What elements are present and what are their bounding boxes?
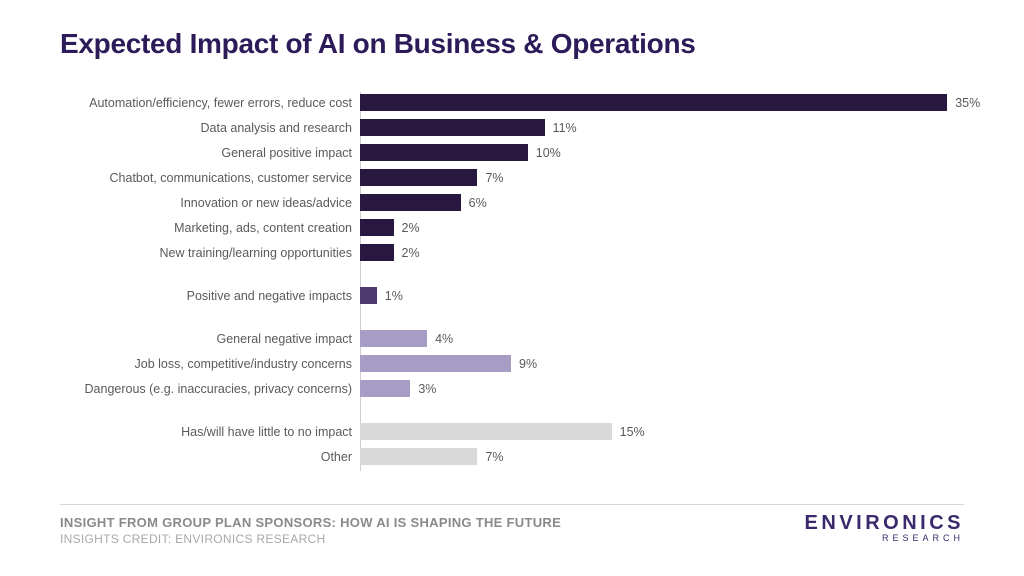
- bar: [360, 330, 427, 347]
- bar: [360, 448, 477, 465]
- bar: [360, 423, 612, 440]
- bar-group: General negative impact 4% Job loss, compe…: [60, 328, 964, 403]
- bar-row: Chatbot, communications, customer servic…: [60, 167, 964, 188]
- bar-label: Marketing, ads, content creation: [174, 221, 352, 235]
- bar-row: General positive impact 10%: [60, 142, 964, 163]
- bar: [360, 169, 477, 186]
- bar-value: 4%: [435, 332, 453, 346]
- bar: [360, 144, 528, 161]
- bar-group: Positive and negative impacts 1%: [60, 285, 964, 310]
- bar-label: Data analysis and research: [201, 121, 352, 135]
- bar-row: Data analysis and research 11%: [60, 117, 964, 138]
- bar-value: 1%: [385, 289, 403, 303]
- bar-label: Job loss, competitive/industry concerns: [135, 357, 352, 371]
- bar: [360, 119, 545, 136]
- bar-value: 3%: [418, 382, 436, 396]
- bar-row: Marketing, ads, content creation 2%: [60, 217, 964, 238]
- bar-chart: Automation/efficiency, fewer errors, red…: [60, 92, 964, 471]
- bar: [360, 355, 511, 372]
- logo-main-text: ENVIRONICS: [805, 512, 964, 535]
- bar-value: 2%: [402, 246, 420, 260]
- bar-label: Dangerous (e.g. inaccuracies, privacy co…: [85, 382, 352, 396]
- bar-label: Has/will have little to no impact: [181, 425, 352, 439]
- bar-row: Innovation or new ideas/advice 6%: [60, 192, 964, 213]
- bar-label: General negative impact: [217, 332, 353, 346]
- bar-row: Job loss, competitive/industry concerns 9…: [60, 353, 964, 374]
- bar-row: Dangerous (e.g. inaccuracies, privacy co…: [60, 378, 964, 399]
- bar-value: 10%: [536, 146, 561, 160]
- bar-label: Chatbot, communications, customer servic…: [110, 171, 352, 185]
- bar-row: Other 7%: [60, 446, 964, 467]
- bar-group: Automation/efficiency, fewer errors, red…: [60, 92, 964, 267]
- bar: [360, 94, 947, 111]
- bar-row: New training/learning opportunities 2%: [60, 242, 964, 263]
- bar: [360, 380, 410, 397]
- bar-label: Innovation or new ideas/advice: [180, 196, 352, 210]
- bar: [360, 287, 377, 304]
- bar-value: 11%: [553, 121, 577, 135]
- bar-label: Positive and negative impacts: [187, 289, 352, 303]
- bar-value: 6%: [469, 196, 487, 210]
- bar-group: Has/will have little to no impact 15% Othe…: [60, 421, 964, 471]
- bar-label: Other: [321, 450, 352, 464]
- bar-label: Automation/efficiency, fewer errors, red…: [89, 96, 352, 110]
- bar-value: 7%: [485, 450, 503, 464]
- bar-value: 15%: [620, 425, 645, 439]
- bar-row: General negative impact 4%: [60, 328, 964, 349]
- bar-label: New training/learning opportunities: [160, 246, 352, 260]
- brand-logo: ENVIRONICS RESEARCH: [805, 512, 964, 543]
- bar-value: 35%: [955, 96, 980, 110]
- footer: INSIGHT FROM GROUP PLAN SPONSORS: HOW AI…: [60, 504, 964, 546]
- bar-value: 9%: [519, 357, 537, 371]
- bar-label: General positive impact: [221, 146, 352, 160]
- bar-value: 2%: [402, 221, 420, 235]
- bar-row: Positive and negative impacts 1%: [60, 285, 964, 306]
- bar: [360, 194, 461, 211]
- chart-title: Expected Impact of AI on Business & Oper…: [60, 28, 696, 60]
- bar-row: Automation/efficiency, fewer errors, red…: [60, 92, 964, 113]
- bar: [360, 244, 394, 261]
- bar-row: Has/will have little to no impact 15%: [60, 421, 964, 442]
- bar-value: 7%: [485, 171, 503, 185]
- bar: [360, 219, 394, 236]
- slide: Expected Impact of AI on Business & Oper…: [0, 0, 1024, 576]
